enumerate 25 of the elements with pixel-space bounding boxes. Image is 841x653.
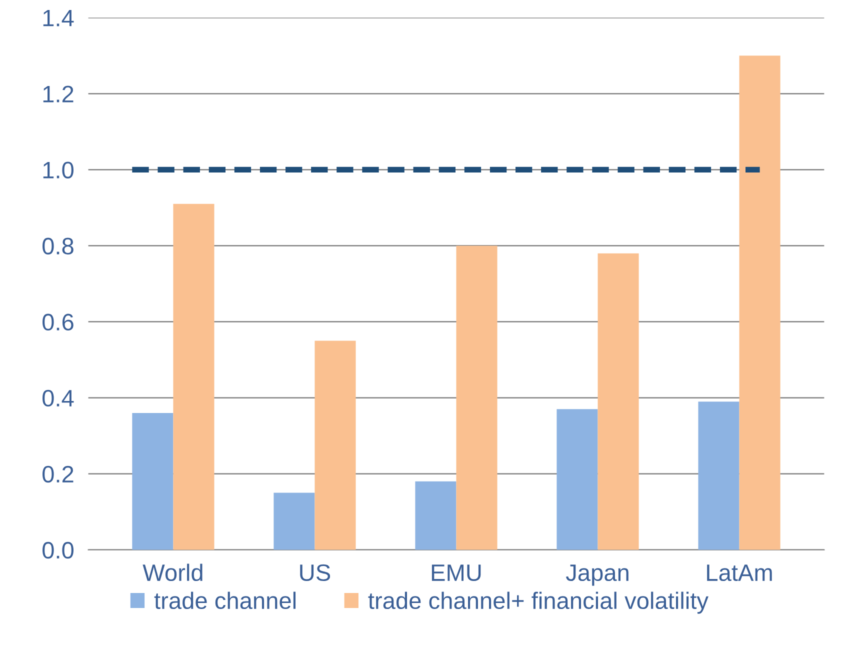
legend-label: trade channel [154,592,296,610]
y-tick-label: 1.4 [43,10,74,26]
legend-label: trade channel+ financial volatility [368,592,708,614]
bar [314,340,356,550]
x-tick-label: LatAm [707,564,772,582]
y-tick-label: 0.8 [42,238,74,254]
bar [173,204,214,550]
x-tick-label: World [142,564,202,582]
bar [415,481,456,550]
bar [456,246,498,550]
y-tick-label: 0.4 [42,390,74,407]
y-tick-label: 0.6 [42,314,74,331]
x-tick-label: US [300,564,330,582]
y-tick-label: 1.0 [43,162,74,178]
y-tick-label: 1.2 [43,86,74,102]
y-tick-label: 0.2 [42,466,74,483]
x-tick-label: EMU [432,564,481,582]
bar [556,409,598,550]
bar [598,253,639,550]
y-tick-label: 0.0 [42,542,74,559]
bar [698,402,740,550]
bar [274,492,315,550]
bar [132,412,174,550]
x-tick-label: Japan [566,564,628,586]
bar [739,56,780,550]
